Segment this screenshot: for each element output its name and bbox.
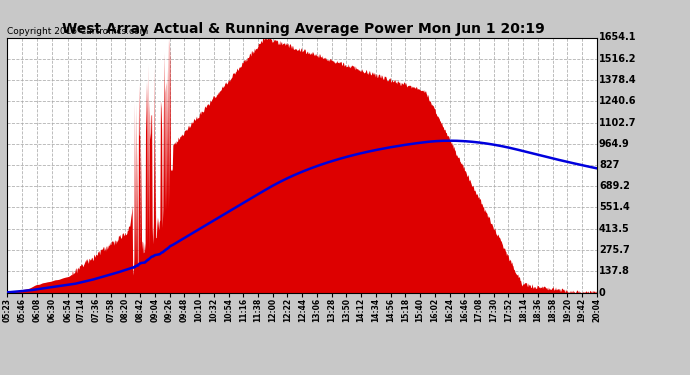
Text: 413.5: 413.5 xyxy=(599,224,630,234)
Text: 1654.1: 1654.1 xyxy=(599,33,636,42)
Text: West Array Actual & Running Average Power Mon Jun 1 20:19: West Array Actual & Running Average Powe… xyxy=(62,22,545,36)
Text: 827: 827 xyxy=(599,160,620,170)
Text: 1516.2: 1516.2 xyxy=(599,54,636,64)
Text: 689.2: 689.2 xyxy=(599,181,630,191)
Text: 964.9: 964.9 xyxy=(599,139,630,149)
Text: 1240.6: 1240.6 xyxy=(599,96,636,106)
Text: 1102.7: 1102.7 xyxy=(599,117,636,128)
Text: 551.4: 551.4 xyxy=(599,202,630,213)
Text: 0: 0 xyxy=(599,288,606,297)
Text: Copyright 2015 Cartronics.com: Copyright 2015 Cartronics.com xyxy=(7,27,148,36)
Text: 1378.4: 1378.4 xyxy=(599,75,637,85)
Text: 275.7: 275.7 xyxy=(599,245,630,255)
Text: 137.8: 137.8 xyxy=(599,266,630,276)
